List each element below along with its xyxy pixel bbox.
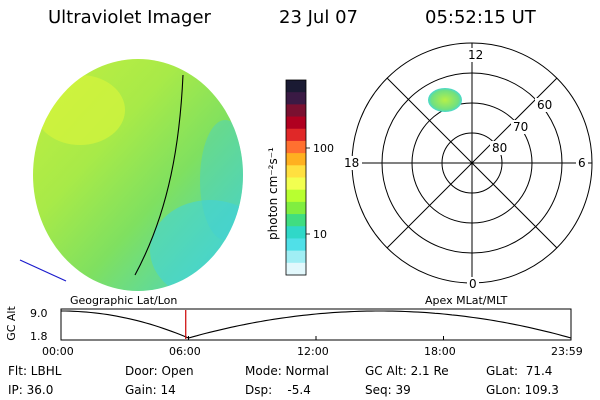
colorbar-label: photon cm⁻²s⁻¹ [266, 147, 280, 240]
info-door: Door: Open [125, 364, 194, 378]
colorbar-tick-10: 10 [313, 228, 327, 241]
colorbar-cell [286, 140, 306, 154]
colorbar-cell [286, 165, 306, 178]
mlt-label-0: 0 [469, 277, 477, 291]
mlt-label-12: 12 [468, 48, 483, 62]
header-time: 05:52:15 UT [425, 7, 536, 28]
mlat-label-80: 80 [492, 141, 507, 155]
left-projection-label: Geographic Lat/Lon [70, 294, 178, 307]
colorbar-cell [286, 128, 306, 142]
earth-uv-image [33, 59, 243, 291]
colorbar-cell [286, 262, 306, 276]
time-tick-1200: 12:00 [297, 345, 329, 358]
info-seq: Seq: 39 [365, 383, 411, 397]
altitude-strip [60, 308, 572, 341]
altitude-max-label: 9.0 [30, 307, 48, 320]
altitude-min-label: 1.8 [30, 330, 48, 343]
info-gain: Gain: 14 [125, 383, 176, 397]
colorbar-tick-100: 100 [313, 142, 334, 155]
info-mode: Mode: Normal [245, 364, 329, 378]
colorbar-cell [286, 153, 306, 166]
right-projection-label: Apex MLat/MLT [425, 294, 508, 307]
colorbar: 100 10 photon cm⁻²s⁻¹ [266, 79, 334, 276]
mlt-label-6: 6 [578, 156, 586, 170]
mlat-label-60: 60 [537, 98, 552, 112]
colorbar-cell [286, 80, 306, 93]
altitude-axis-label: GC Alt [4, 306, 18, 341]
info-filter: Flt: LBHL [8, 364, 62, 378]
header-date: 23 Jul 07 [279, 7, 358, 28]
colorbar-cell [286, 189, 306, 203]
info-glon: GLon: 109.3 [486, 383, 559, 397]
time-tick-2359: 23:59 [551, 345, 583, 358]
info-ip: IP: 36.0 [8, 383, 54, 397]
terminator-line [134, 74, 184, 276]
colorbar-cell [286, 92, 306, 105]
info-glat: GLat: 71.4 [486, 364, 553, 378]
colorbar-cell [286, 214, 306, 227]
info-gc-alt: GC Alt: 2.1 Re [365, 364, 449, 378]
colorbar-cell [286, 238, 306, 252]
time-tick-0000: 00:00 [42, 345, 74, 358]
colorbar-cell [286, 226, 306, 239]
mlt-label-18: 18 [344, 156, 359, 170]
colorbar-cell [286, 250, 306, 264]
orientation-marker [19, 259, 67, 282]
colorbar-cell [286, 104, 306, 118]
info-dsp: Dsp: -5.4 [245, 383, 311, 397]
time-tick-1800: 18:00 [424, 345, 456, 358]
mlat-label-70: 70 [513, 120, 528, 134]
colorbar-cell [286, 177, 306, 191]
polar-plot [351, 42, 593, 284]
auroral-blob [428, 88, 462, 112]
colorbar-cell [286, 201, 306, 215]
app-title: Ultraviolet Imager [48, 7, 211, 28]
colorbar-cell [286, 116, 306, 130]
altitude-curve [61, 310, 572, 339]
time-tick-0600: 06:00 [169, 345, 201, 358]
